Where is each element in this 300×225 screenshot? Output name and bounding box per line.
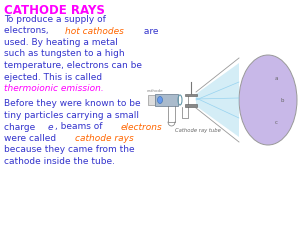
- Text: tiny particles carrying a small: tiny particles carrying a small: [4, 111, 139, 120]
- Text: b: b: [280, 97, 284, 103]
- Text: cathode inside the tube.: cathode inside the tube.: [4, 157, 115, 166]
- FancyBboxPatch shape: [185, 104, 197, 106]
- Text: such as tungsten to a high: such as tungsten to a high: [4, 50, 124, 58]
- Text: electrons: electrons: [120, 122, 162, 131]
- Text: , beams of: , beams of: [55, 122, 106, 131]
- Text: charge: charge: [4, 122, 38, 131]
- Text: c: c: [274, 119, 278, 124]
- Text: were called: were called: [4, 134, 59, 143]
- Polygon shape: [196, 63, 239, 137]
- Text: Cathode ray tube: Cathode ray tube: [175, 128, 221, 133]
- Ellipse shape: [239, 55, 297, 145]
- FancyBboxPatch shape: [185, 94, 197, 96]
- Text: electrons,: electrons,: [4, 27, 52, 36]
- Text: temperature, electrons can be: temperature, electrons can be: [4, 61, 142, 70]
- Text: To produce a supply of: To produce a supply of: [4, 15, 106, 24]
- Text: because they came from the: because they came from the: [4, 146, 135, 155]
- Text: Before they were known to be: Before they were known to be: [4, 99, 141, 108]
- Text: cathode: cathode: [147, 89, 164, 93]
- FancyBboxPatch shape: [148, 95, 155, 105]
- Text: hot cathodes: hot cathodes: [65, 27, 124, 36]
- Text: thermoionic emission.: thermoionic emission.: [4, 84, 104, 93]
- Text: cathode rays: cathode rays: [75, 134, 134, 143]
- Text: e: e: [48, 122, 53, 131]
- Text: are: are: [141, 27, 159, 36]
- Ellipse shape: [158, 97, 163, 104]
- FancyBboxPatch shape: [155, 94, 178, 106]
- Text: ejected. This is called: ejected. This is called: [4, 72, 102, 81]
- Text: a: a: [274, 76, 278, 81]
- Text: used. By heating a metal: used. By heating a metal: [4, 38, 118, 47]
- Text: CATHODE RAYS: CATHODE RAYS: [4, 4, 105, 17]
